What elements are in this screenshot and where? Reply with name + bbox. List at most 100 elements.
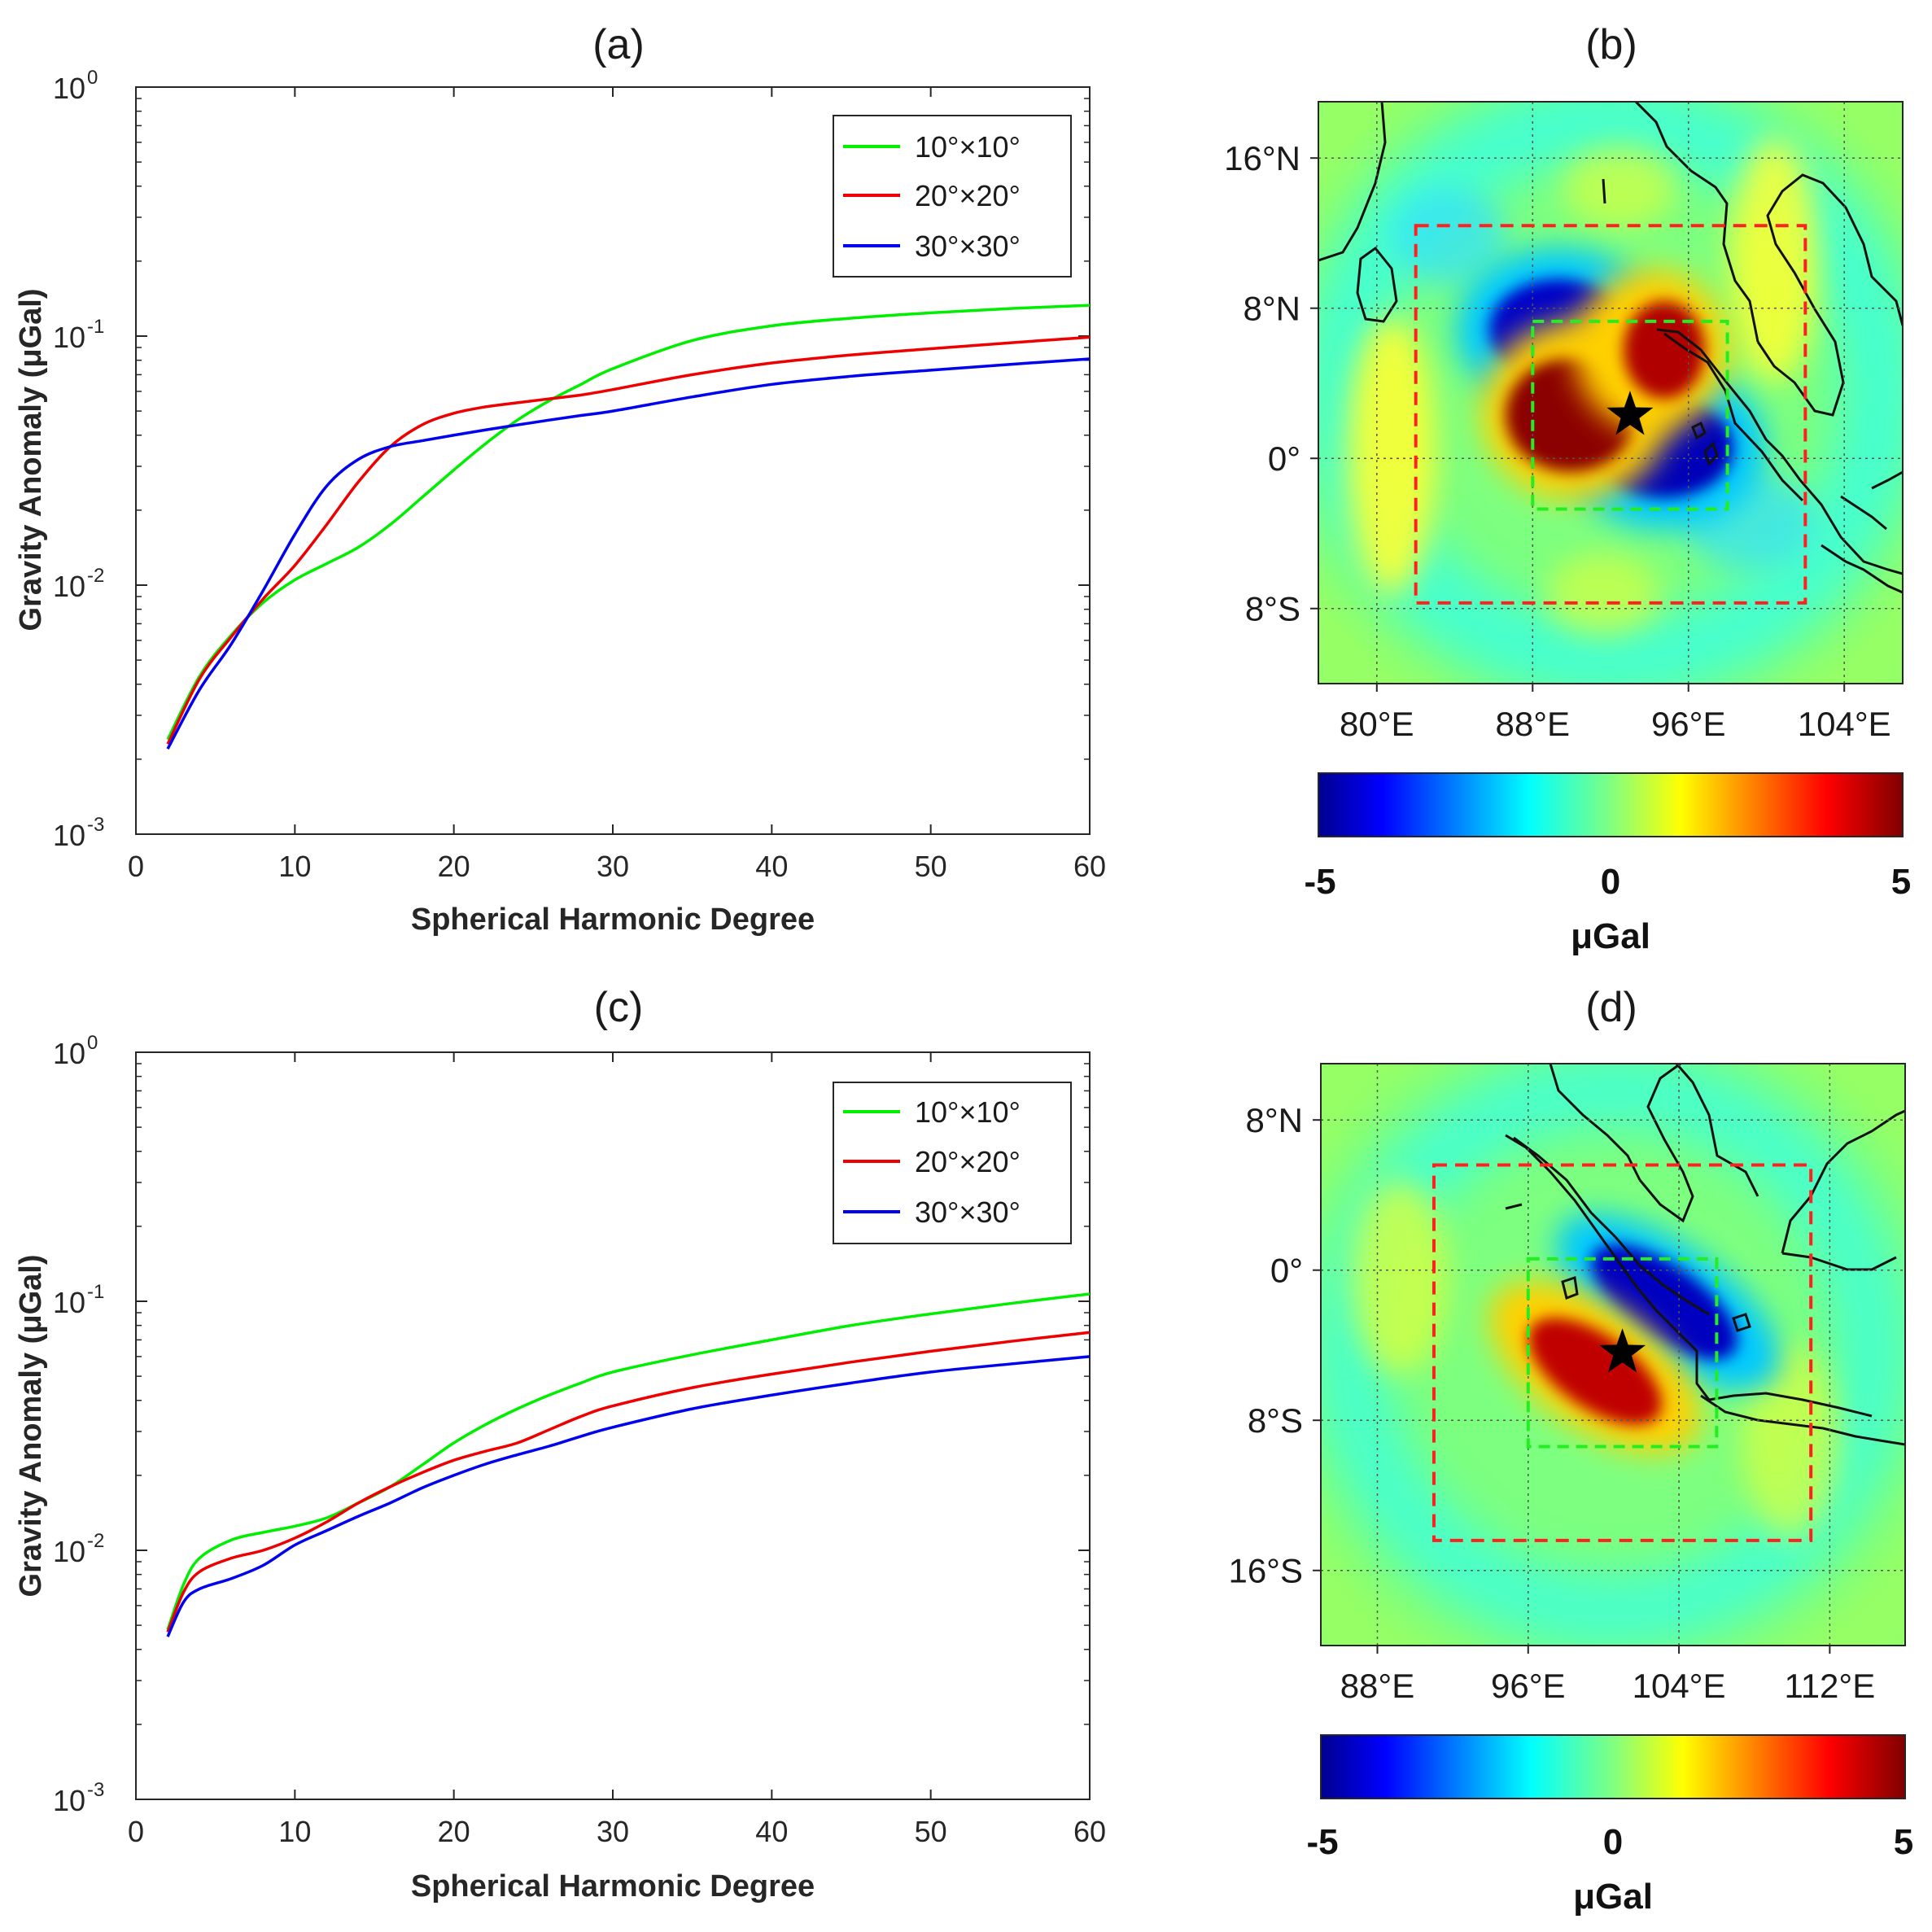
panel-d-coastline-java (1700, 1392, 1905, 1446)
panel-d-epicenter-star (1599, 1328, 1646, 1373)
panel-d-coastline-malay (1638, 1064, 1759, 1223)
lat-tick-label: 0° (1268, 439, 1300, 478)
panel-b-colorbar-tick-max: 5 (1891, 862, 1911, 902)
lon-tick-label: 80°E (1340, 705, 1414, 743)
x-tick-label: 50 (915, 1815, 947, 1848)
panel-d-outer-box (1432, 1163, 1813, 1542)
panel-b-title: (b) (1585, 21, 1637, 68)
panel-b-coastline-sumatra (1656, 328, 1903, 575)
panel-b-colorbar-gradient (1318, 772, 1904, 837)
panel-c-legend-entry-2: 20°×20° (915, 1145, 1021, 1178)
x-tick-label: 60 (1073, 1815, 1106, 1848)
x-tick-label: 0 (128, 1815, 144, 1848)
panel-b-coastline-india (1318, 102, 1387, 262)
panel-b-outer-box (1414, 224, 1807, 605)
panel-c-series-lines (166, 1292, 1091, 1637)
y-tick-label-exponent: -3 (87, 814, 104, 836)
x-tick-label: 20 (438, 1815, 470, 1848)
panel-a-legend-entry-2: 20°×20° (915, 179, 1021, 212)
series-line-3 (166, 1355, 1091, 1637)
y-tick-label-exponent: -3 (87, 1779, 104, 1801)
panel-c-title: (c) (594, 984, 644, 1031)
panel-c-legend-entry-3: 30°×30° (915, 1195, 1021, 1229)
lon-tick-label: 88°E (1496, 705, 1571, 743)
panel-b-coastline-malay (1756, 173, 1903, 417)
panel-b-map-area (1318, 102, 1903, 684)
panel-b-gravity-map: (b) (1224, 21, 1911, 956)
panel-c-legend: 10°×10° 20°×20° 30°×30° (833, 1082, 1072, 1244)
y-tick-label-exponent: -1 (87, 1281, 104, 1303)
panel-d-title: (d) (1585, 984, 1637, 1031)
x-tick-label: 30 (597, 850, 629, 883)
x-tick-label: 50 (915, 850, 947, 883)
y-tick-label-base: 10 (53, 570, 85, 603)
panel-b-inner-box (1531, 319, 1729, 511)
panel-c-legend-entry-1: 10°×10° (915, 1095, 1021, 1129)
x-tick-label: 60 (1073, 850, 1106, 883)
series-line-1 (166, 304, 1091, 741)
panel-d-colorbar-tick-max: 5 (1894, 1822, 1913, 1862)
y-tick-label-base: 10 (53, 1037, 85, 1070)
panel-d-colorbar: -5 0 5 μGal (1306, 1734, 1913, 1917)
panel-b-axis-ticks: 80°E 88°E 96°E 104°E 16°N 8°N 0° 8°S (1224, 139, 1890, 743)
panel-b-colorbar-tick-min: -5 (1304, 862, 1335, 902)
x-tick-label: 0 (128, 850, 144, 883)
lon-tick-label: 104°E (1633, 1667, 1726, 1705)
panel-b-colorbar-label: μGal (1571, 916, 1650, 956)
lat-tick-label: 0° (1270, 1252, 1303, 1290)
panel-c-y-axis-label: Gravity Anomaly (μGal) (14, 1255, 48, 1598)
y-tick-label-exponent: -2 (87, 565, 104, 587)
y-tick-label-base: 10 (53, 72, 85, 105)
panel-c-x-ticks: 0 10 20 30 40 50 60 (128, 1052, 1106, 1848)
series-line-1 (166, 1292, 1091, 1631)
y-tick-label-base: 10 (53, 321, 85, 354)
lon-tick-label: 88°E (1340, 1667, 1415, 1705)
lat-tick-label: 16°S (1228, 1552, 1303, 1590)
panel-d-gravity-map: (d) 88°E 96°E 104°E 112°E 8°N 0° (1228, 984, 1913, 1917)
lon-tick-label: 104°E (1798, 705, 1891, 743)
panel-a-legend-entry-3: 30°×30° (915, 229, 1021, 263)
panel-b-coastline-myanmar (1634, 102, 1759, 343)
panel-d-map-area (1321, 1064, 1905, 1646)
x-tick-label: 10 (278, 850, 311, 883)
panel-d-inner-box (1526, 1257, 1719, 1449)
panel-b-colorbar: -5 0 5 μGal (1304, 772, 1911, 956)
panel-a-x-ticks: 0 10 20 30 40 50 60 (128, 87, 1106, 883)
panel-b-coastline-srilanka (1356, 246, 1398, 323)
x-tick-label: 20 (438, 850, 470, 883)
panel-a-legend-entry-1: 10°×10° (915, 130, 1021, 164)
panel-d-colorbar-tick-min: -5 (1306, 1822, 1338, 1862)
panel-d-map-frame (1320, 1063, 1906, 1646)
series-line-3 (166, 357, 1091, 750)
x-tick-label: 30 (597, 1815, 629, 1848)
y-tick-label-exponent: -1 (87, 316, 104, 338)
panel-d-axis-ticks: 88°E 96°E 104°E 112°E 8°N 0° 8°S 16°S (1228, 1101, 1875, 1705)
panel-a-legend: 10°×10° 20°×20° 30°×30° (833, 115, 1072, 278)
lat-tick-label: 8°S (1248, 1401, 1303, 1440)
panel-d-coastline-myanmar (1549, 1064, 1641, 1181)
panel-d-colorbar-label: μGal (1573, 1877, 1653, 1917)
y-tick-label-base: 10 (53, 1535, 85, 1568)
panel-d-coastline-borneo (1781, 1109, 1905, 1271)
y-tick-label-exponent: -2 (87, 1530, 104, 1552)
panel-a-title: (a) (592, 21, 645, 68)
panel-b-map-frame (1318, 101, 1904, 684)
lat-tick-label: 8°N (1246, 1101, 1304, 1139)
lon-tick-label: 96°E (1651, 705, 1726, 743)
series-line-2 (166, 335, 1091, 745)
panel-d-coastline-island (1505, 1203, 1751, 1332)
y-tick-label-base: 10 (53, 819, 85, 852)
panel-d-coastline-sumatra (1505, 1134, 1711, 1401)
panel-a-series-lines (166, 304, 1091, 750)
x-tick-label: 10 (278, 1815, 311, 1848)
lat-tick-label: 8°N (1244, 290, 1301, 328)
y-tick-label-base: 10 (53, 1286, 85, 1319)
y-tick-label-base: 10 (53, 1784, 85, 1817)
lat-tick-label: 16°N (1224, 139, 1300, 177)
y-tick-label-exponent: 0 (87, 1032, 98, 1054)
panel-a-y-axis-label: Gravity Anomaly (μGal) (14, 289, 48, 632)
